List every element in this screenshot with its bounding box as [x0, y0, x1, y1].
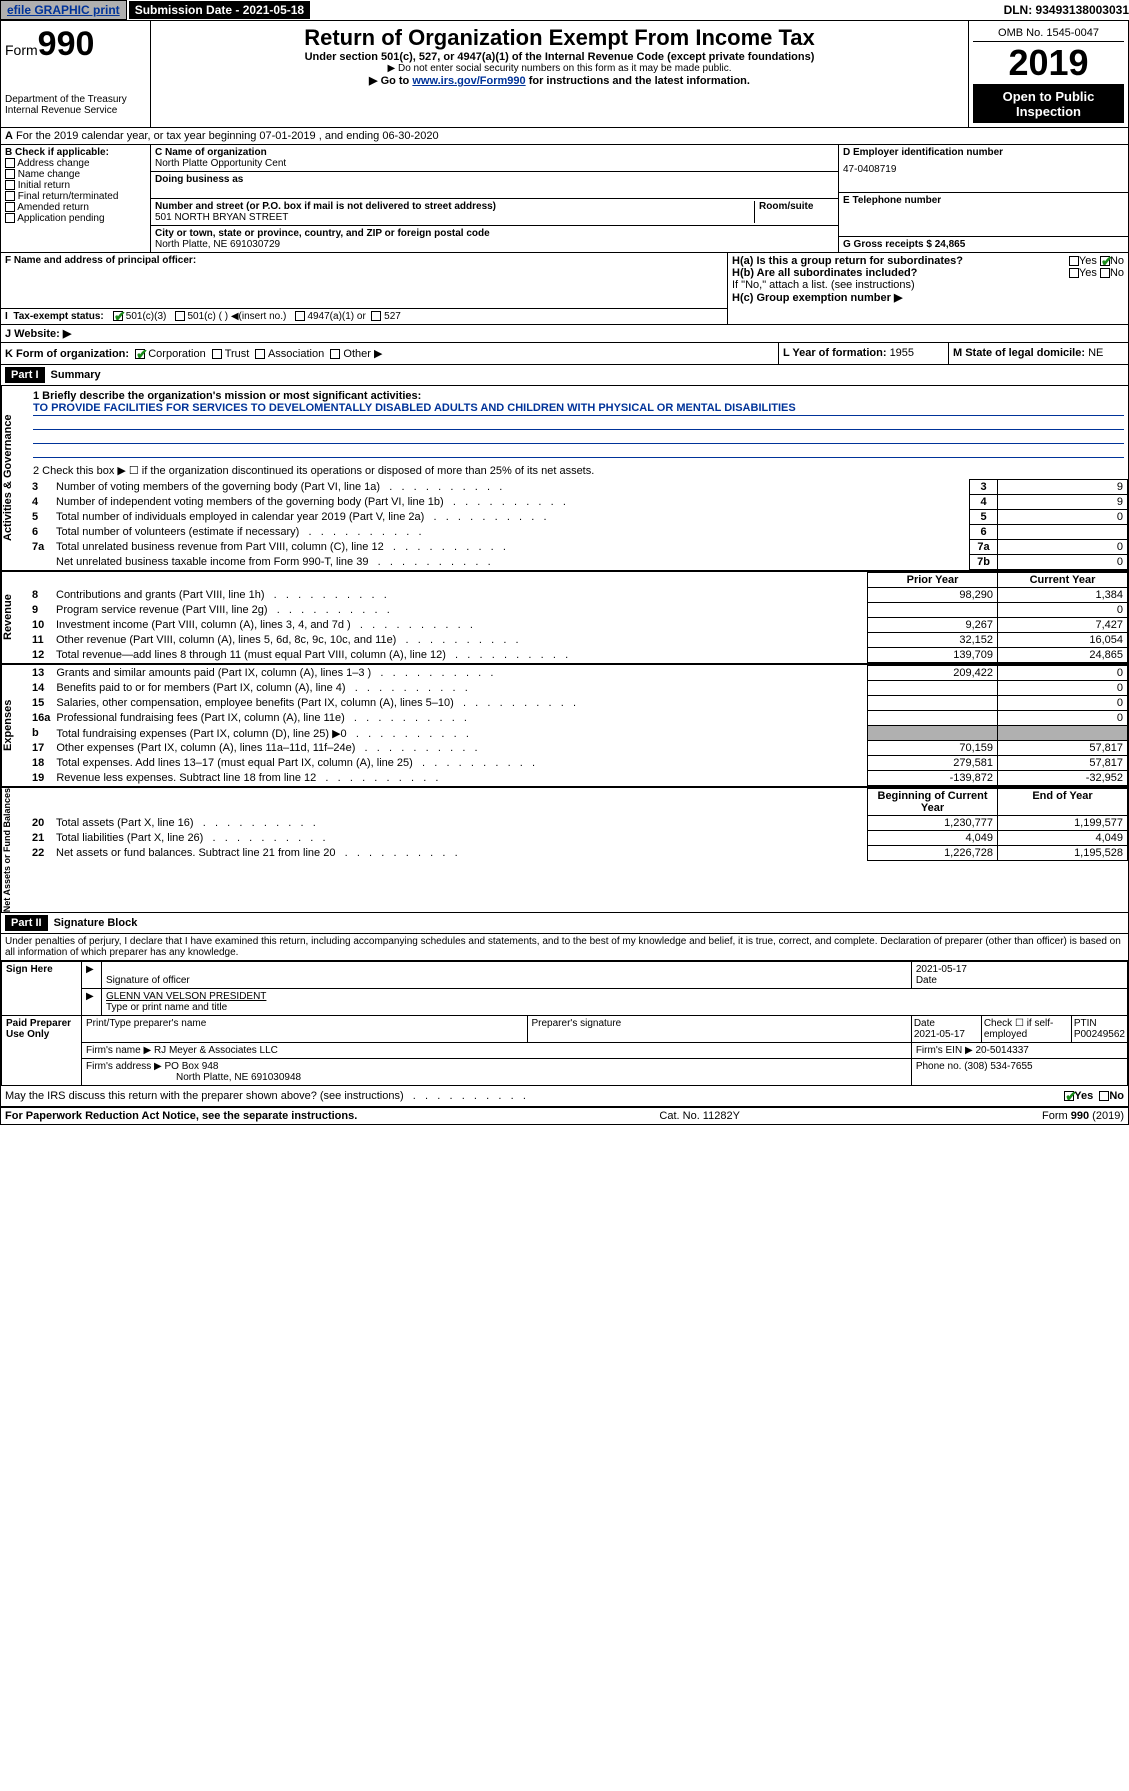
q2: 2 Check this box ▶ ☐ if the organization… — [29, 462, 1128, 479]
form-title: Return of Organization Exempt From Incom… — [155, 25, 964, 51]
open-public: Open to Public Inspection — [973, 85, 1124, 123]
expense-table: 13Grants and similar amounts paid (Part … — [29, 665, 1128, 786]
ein-label: D Employer identification number — [843, 147, 1124, 158]
omb: OMB No. 1545-0047 — [973, 25, 1124, 42]
box-b: B Check if applicable: Address change Na… — [1, 145, 151, 252]
tax-year: 2019 — [973, 42, 1124, 85]
part-i-bar: Part I — [5, 367, 45, 383]
room-label: Room/suite — [759, 201, 834, 212]
form-prefix: Form — [5, 42, 38, 58]
netassets-table: Beginning of Current YearEnd of Year 20T… — [29, 788, 1128, 861]
year-formation: L Year of formation: 1955 — [778, 343, 948, 364]
form-number: 990 — [38, 25, 95, 63]
mission-text: TO PROVIDE FACILITIES FOR SERVICES TO DE… — [33, 402, 1124, 416]
website-row: J Website: ▶ — [1, 325, 1128, 343]
state-domicile: M State of legal domicile: NE — [948, 343, 1128, 364]
efile-link[interactable]: efile GRAPHIC print — [0, 0, 127, 20]
gov-table: 3Number of voting members of the governi… — [29, 479, 1128, 570]
part-i-title: Summary — [45, 367, 107, 383]
addr-label: Number and street (or P.O. box if mail i… — [155, 201, 754, 212]
dept1: Department of the Treasury — [5, 94, 146, 105]
revenue-table: Prior YearCurrent Year 8Contributions an… — [29, 572, 1128, 663]
part-ii-bar: Part II — [5, 915, 48, 931]
city-label: City or town, state or province, country… — [155, 228, 834, 239]
section-a: A For the 2019 calendar year, or tax yea… — [1, 128, 1128, 145]
dln: DLN: 93493138003031 — [1004, 3, 1129, 17]
subtitle1: Under section 501(c), 527, or 4947(a)(1)… — [155, 51, 964, 63]
section-activities-governance: Activities & Governance — [1, 386, 29, 570]
dept2: Internal Revenue Service — [5, 105, 146, 116]
q1-label: 1 Briefly describe the organization's mi… — [33, 390, 421, 402]
gross-receipts: G Gross receipts $ 24,865 — [843, 239, 1124, 250]
box-h: H(a) Is this a group return for subordin… — [728, 253, 1128, 324]
part-ii-title: Signature Block — [48, 915, 144, 931]
city-state-zip: North Platte, NE 691030729 — [155, 239, 834, 250]
footer: For Paperwork Reduction Act Notice, see … — [1, 1108, 1128, 1124]
perjury-statement: Under penalties of perjury, I declare th… — [1, 934, 1128, 961]
discuss-row: May the IRS discuss this return with the… — [1, 1086, 1128, 1108]
street-address: 501 NORTH BRYAN STREET — [155, 212, 754, 223]
officer-label: F Name and address of principal officer: — [5, 255, 196, 266]
dba-label: Doing business as — [155, 174, 834, 185]
section-revenue: Revenue — [1, 572, 29, 663]
signature-block: Sign Here ▶ Signature of officer 2021-05… — [1, 961, 1128, 1086]
org-name-cell: C Name of organization North Platte Oppo… — [151, 145, 838, 172]
ein: 47-0408719 — [843, 164, 1124, 175]
subtitle2: ▶ Do not enter social security numbers o… — [155, 63, 964, 74]
sub3pre: ▶ Go to — [369, 75, 412, 87]
tax-exempt-opts: ✔ 501(c)(3) 501(c) ( ) ◀(insert no.) 494… — [113, 311, 401, 322]
sub3post: for instructions and the latest informat… — [526, 75, 750, 87]
irs-link[interactable]: www.irs.gov/Form990 — [412, 75, 525, 87]
form-org: K Form of organization: ✔ Corporation Tr… — [1, 343, 778, 364]
tel-label: E Telephone number — [843, 195, 1124, 206]
submission-date: Submission Date - 2021-05-18 — [129, 1, 310, 19]
section-expenses: Expenses — [1, 665, 29, 786]
tax-exempt-label: I Tax-exempt status: — [5, 311, 113, 322]
section-net-assets: Net Assets or Fund Balances — [1, 788, 29, 912]
